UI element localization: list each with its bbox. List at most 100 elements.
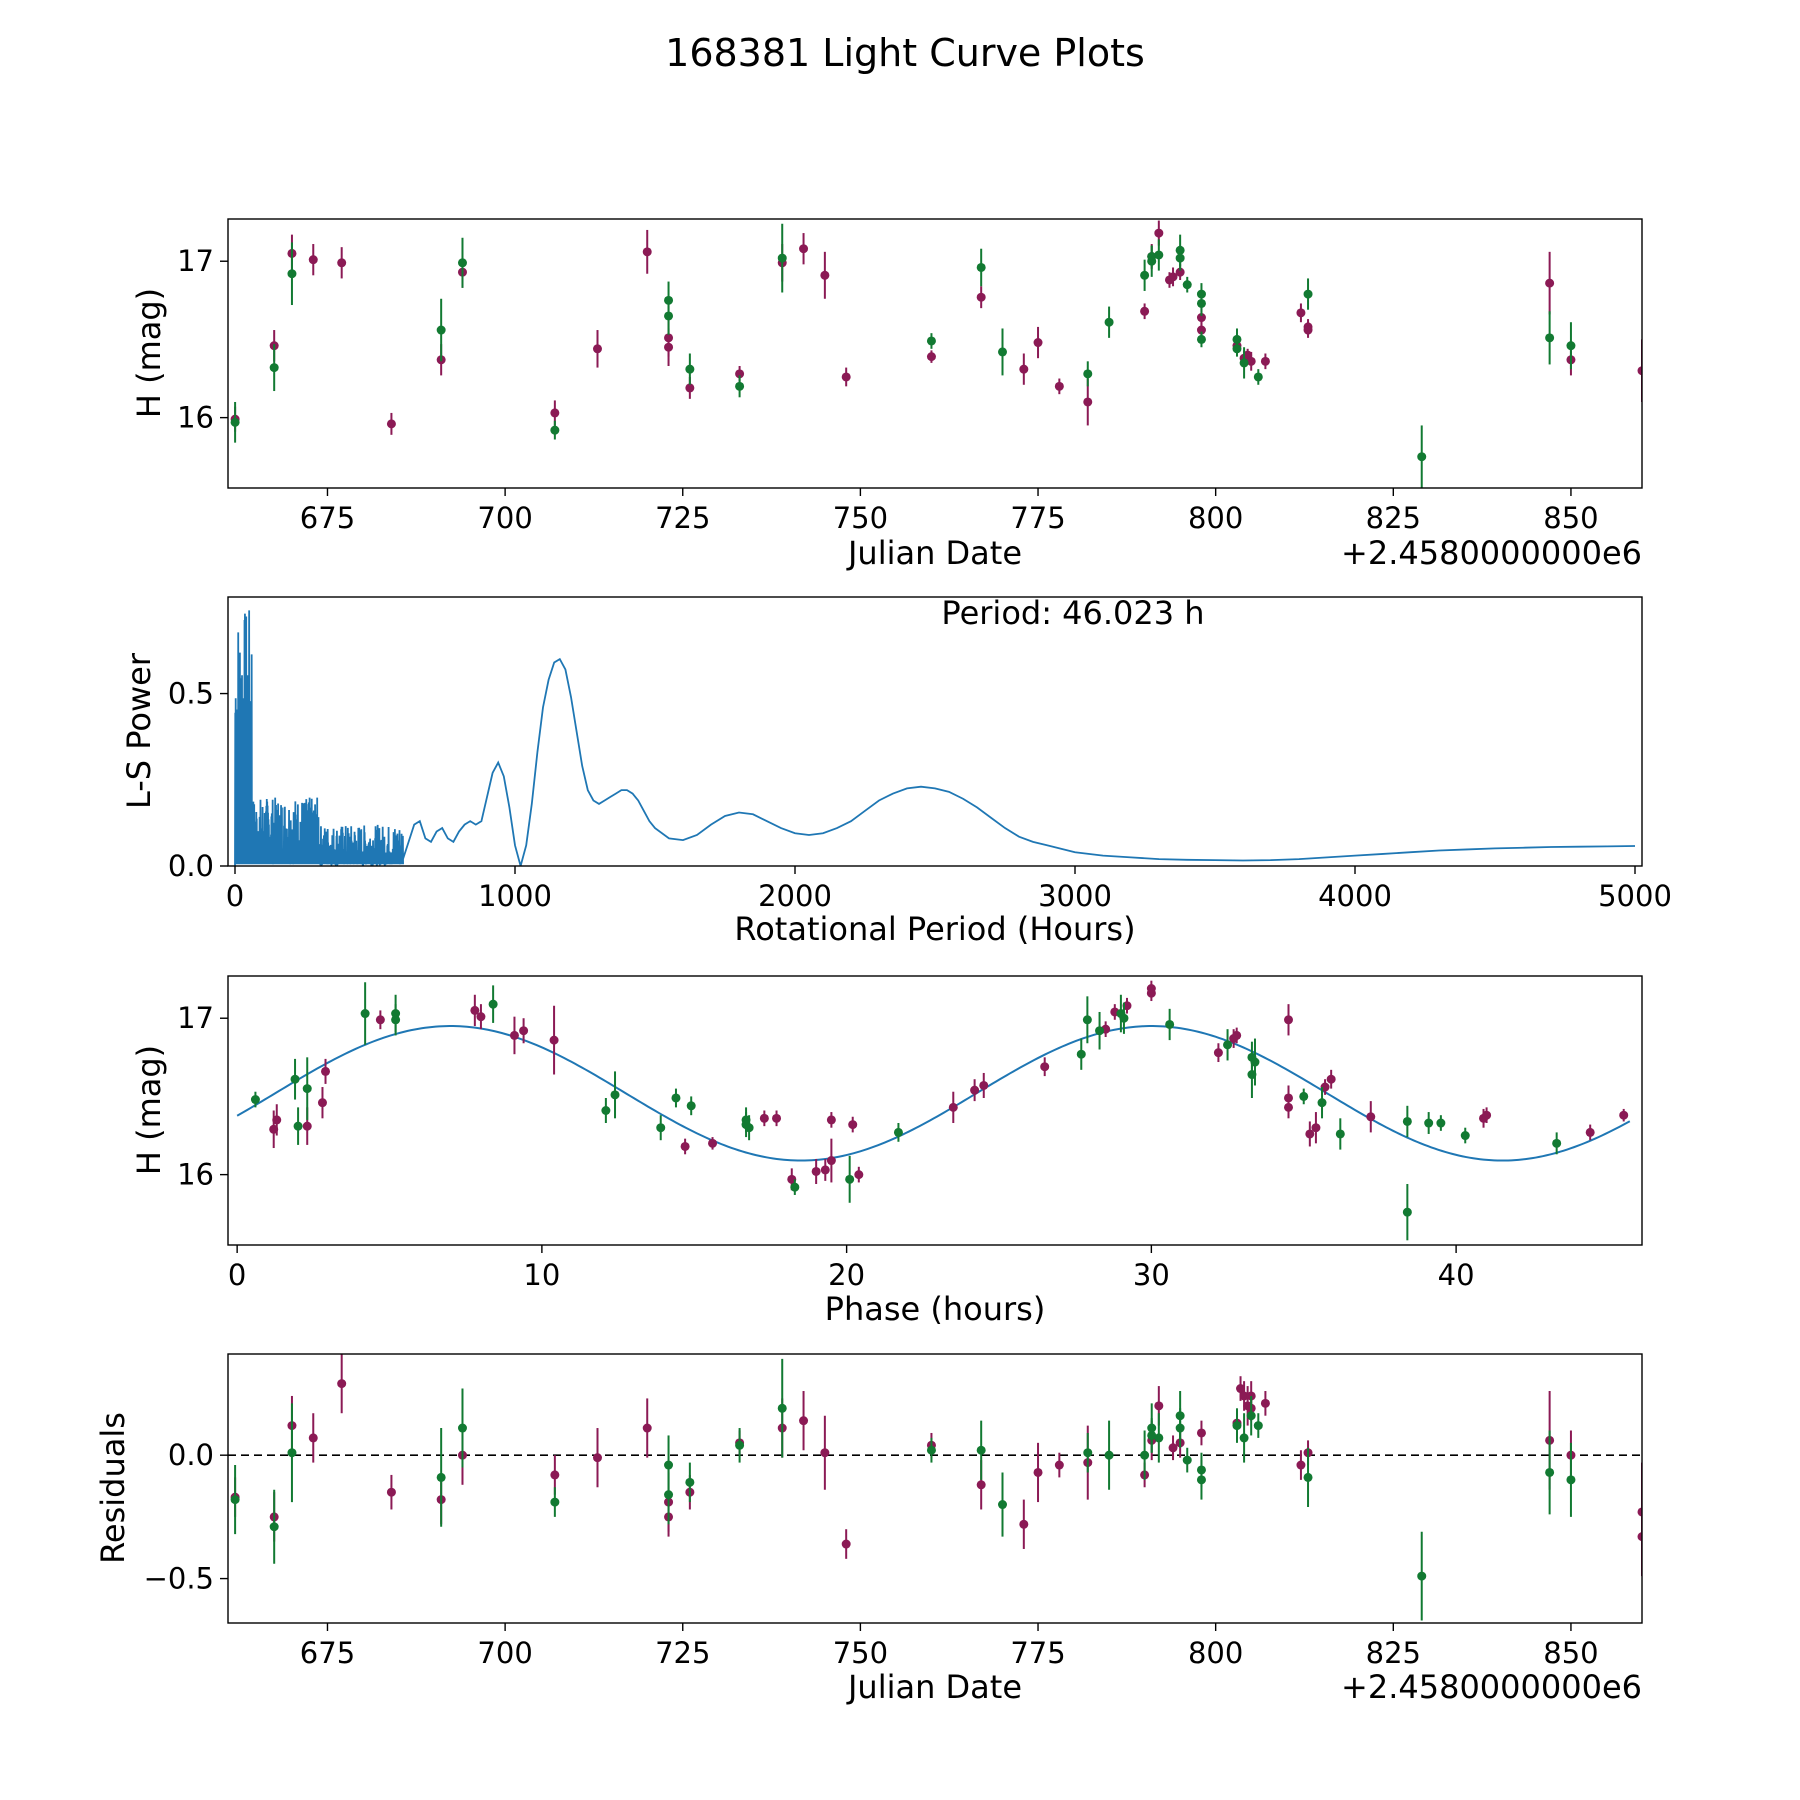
phased-maroon-point (519, 1026, 529, 1036)
lightcurve-green-point (1147, 252, 1157, 262)
phased-maroon-point (1619, 1110, 1629, 1120)
lightcurve-maroon-point (1033, 338, 1043, 348)
residuals-maroon-point (841, 1539, 851, 1549)
lightcurve-green-point (457, 258, 467, 268)
residuals-green-point (1566, 1475, 1576, 1485)
lightcurve-green-point (1232, 344, 1242, 354)
lightcurve-green-point (269, 363, 279, 373)
lightcurve-green-point (1232, 334, 1242, 344)
lightcurve-green-point (1196, 334, 1206, 344)
phased-green-point (893, 1127, 903, 1137)
lightcurve-green-point (1104, 317, 1114, 327)
residuals-ylabel: Residuals (94, 1412, 132, 1564)
residuals-maroon-point (1637, 1532, 1642, 1542)
lightcurve-xtick-label: 800 (1188, 501, 1243, 535)
lightcurve-xtick-label: 675 (300, 501, 355, 535)
residuals-green-point (1083, 1448, 1093, 1458)
phased-green-point (1424, 1118, 1434, 1128)
residuals-maroon-point (308, 1433, 318, 1443)
lightcurve-maroon-point (642, 247, 652, 257)
lightcurve-xlabel: Julian Date (846, 534, 1022, 572)
phased-maroon-point (1284, 1102, 1293, 1112)
phased-maroon-point (1284, 1015, 1293, 1025)
phased-maroon-point (1213, 1048, 1223, 1058)
residuals-green-point (1147, 1430, 1157, 1440)
lightcurve-maroon-point (592, 344, 602, 354)
residuals-green-point (976, 1445, 986, 1455)
residuals-green-point (926, 1445, 936, 1455)
period-annotation: Period: 46.023 h (941, 594, 1204, 632)
periodogram-panel: 0 1000 2000 3000 4000 5000 0.0 0.5 Period: 46.0… (120, 594, 1672, 948)
periodogram-xtick-label: 0 (226, 879, 244, 913)
phased-green-point (488, 999, 498, 1009)
lightcurve-maroon-point (1196, 325, 1206, 335)
periodogram-xtick-label: 2000 (758, 879, 832, 913)
periodogram-ytick-label: 0.0 (168, 849, 214, 883)
phased-maroon-point (375, 1015, 385, 1025)
phased-green-point (845, 1174, 855, 1184)
residuals-xtick-label: 750 (833, 1636, 888, 1670)
residuals-maroon-point (1033, 1467, 1043, 1477)
phased-green-point (610, 1090, 620, 1100)
phased-xlabel: Phase (hours) (825, 1290, 1046, 1328)
lightcurve-maroon-point (1054, 381, 1064, 391)
residuals-maroon-point (550, 1470, 560, 1480)
phased-green-point (302, 1084, 312, 1094)
phased-ytick-label: 17 (177, 1001, 214, 1035)
phased-maroon-point (1146, 984, 1156, 994)
lightcurve-maroon-point (799, 244, 809, 254)
phased-green-point (671, 1093, 681, 1103)
phased-green-point (1076, 1049, 1086, 1059)
phased-maroon-point (1305, 1129, 1315, 1139)
phased-maroon-point (970, 1085, 980, 1095)
phased-maroon-point (1232, 1030, 1242, 1040)
residuals-green-point (436, 1472, 446, 1482)
residuals-maroon-point (799, 1416, 809, 1426)
lightcurve-maroon-point (1019, 364, 1029, 374)
lightcurve-green-point (1083, 369, 1093, 379)
residuals-maroon-point (1154, 1401, 1164, 1411)
lightcurve-maroon-point (1296, 308, 1306, 318)
residuals-green-point (1140, 1450, 1150, 1460)
lightcurve-xtick-label: 825 (1366, 501, 1421, 535)
phased-green-point (686, 1101, 696, 1111)
lightcurve-maroon-point (308, 255, 318, 265)
residuals-maroon-point (1236, 1384, 1246, 1394)
lightcurve-green-point (1253, 372, 1263, 382)
phased-green-point (1119, 1013, 1129, 1023)
lightcurve-green-point (1175, 253, 1185, 263)
residuals-maroon-point (1239, 1391, 1249, 1401)
lightcurve-xtick-label: 750 (833, 501, 888, 535)
residuals-maroon-point (592, 1453, 602, 1463)
lightcurve-maroon-point (386, 419, 396, 429)
lightcurve-green-point (998, 347, 1008, 357)
periodogram-xtick-label: 1000 (478, 879, 552, 913)
phased-maroon-point (476, 1012, 486, 1022)
phased-green-point (1165, 1019, 1175, 1029)
residuals-frame (227, 1353, 1643, 1624)
phased-green-point (1082, 1015, 1092, 1025)
residuals-xtick-label: 825 (1366, 1636, 1421, 1670)
residuals-green-point (1417, 1571, 1427, 1581)
lightcurve-green-point (1140, 270, 1150, 280)
residuals-maroon-point (820, 1448, 830, 1458)
residuals-maroon-point (1168, 1443, 1178, 1453)
lightcurve-maroon-point (337, 258, 347, 268)
residuals-ytick-label: 0.0 (168, 1438, 214, 1472)
lightcurve-maroon-point (1246, 356, 1256, 366)
phased-maroon-point (826, 1156, 836, 1166)
lightcurve-green-point (1239, 358, 1249, 368)
phased-panel: 0 10 20 30 40 16 17 Phase (hours) H (mag) (130, 975, 1643, 1328)
lightcurve-maroon-point (841, 372, 851, 382)
lightcurve-maroon-point (1083, 397, 1093, 407)
lightcurve-maroon-point (685, 383, 695, 393)
residuals-offset-text: +2.4580000000e6 (1341, 1668, 1642, 1706)
phased-maroon-point (1311, 1123, 1321, 1133)
residuals-xlabel: Julian Date (846, 1668, 1022, 1706)
lightcurve-maroon-point (735, 369, 745, 379)
lightcurve-maroon-point (1545, 278, 1555, 288)
lightcurve-maroon-point (664, 333, 674, 343)
residuals-green-point (1104, 1450, 1114, 1460)
phased-green-point (1335, 1129, 1345, 1139)
residuals-green-point (457, 1423, 467, 1433)
